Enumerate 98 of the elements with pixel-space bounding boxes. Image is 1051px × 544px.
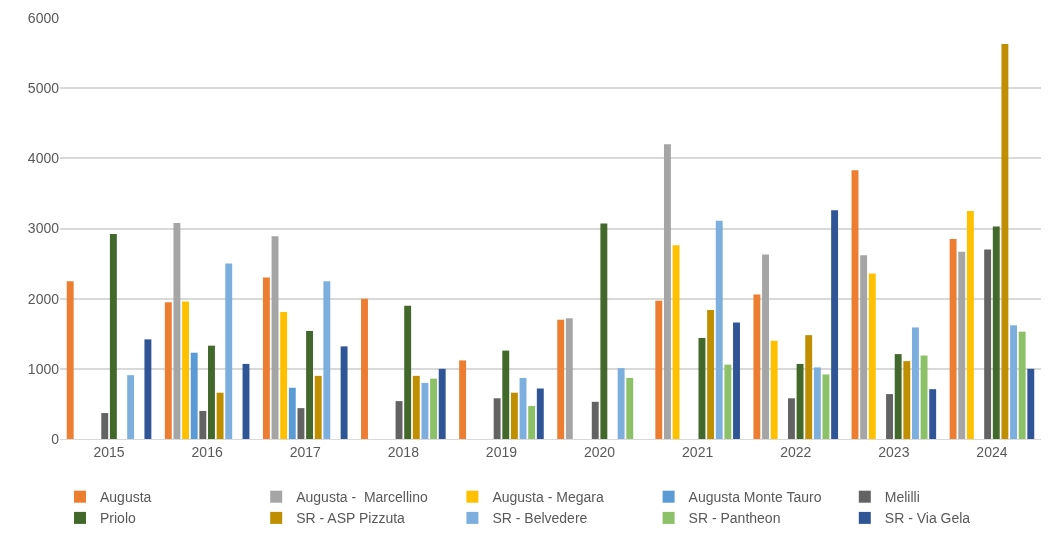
x-tick-label: 2022 — [780, 443, 812, 460]
bar — [288, 387, 296, 439]
bar — [528, 406, 536, 439]
bar — [190, 352, 198, 439]
bar — [510, 392, 518, 439]
legend-label: SR - Belvedere — [492, 510, 588, 527]
bar — [591, 401, 599, 439]
legend-label: Augusta - Marcellino — [296, 489, 428, 506]
bar — [297, 408, 305, 439]
bar — [262, 277, 270, 439]
legend-label: Augusta - Megara — [492, 489, 604, 506]
bar — [796, 363, 804, 439]
bar — [430, 378, 438, 439]
bar — [617, 368, 625, 439]
x-tick-label: 2021 — [682, 443, 714, 460]
bar — [208, 345, 215, 439]
bar — [992, 226, 1000, 439]
bar — [949, 239, 957, 439]
bar — [144, 339, 152, 439]
y-tick-label: 2000 — [27, 290, 60, 307]
bar — [813, 367, 821, 439]
bar — [753, 294, 761, 439]
bar — [911, 327, 919, 439]
x-tick-label: 2017 — [289, 443, 322, 460]
bar — [404, 305, 412, 439]
bar — [421, 382, 429, 439]
bar — [306, 330, 314, 439]
bar — [173, 222, 181, 439]
bar — [164, 302, 172, 439]
bar — [770, 340, 778, 439]
bar — [626, 377, 634, 439]
bar — [536, 388, 544, 439]
legend-label: Augusta Monte Tauro — [688, 489, 822, 506]
legend-label: Priolo — [100, 510, 137, 527]
bar — [805, 335, 813, 439]
legend-label: SR - Pantheon — [688, 510, 781, 527]
bar — [672, 245, 680, 439]
bar — [707, 309, 715, 439]
bar — [929, 389, 937, 439]
bar — [762, 254, 769, 439]
bar — [1001, 43, 1009, 439]
bar — [340, 346, 348, 439]
bar — [199, 410, 207, 439]
bar — [966, 210, 974, 439]
bar — [1018, 331, 1026, 439]
bar — [724, 364, 732, 439]
bar — [860, 255, 868, 439]
bar — [361, 298, 368, 439]
y-tick-label: 6000 — [27, 9, 60, 26]
bar — [66, 281, 74, 439]
x-tick-label: 2015 — [93, 443, 125, 460]
bar — [868, 273, 876, 439]
bar — [715, 220, 723, 439]
y-tick-label: 0 — [51, 430, 60, 447]
bar — [831, 210, 839, 439]
bar — [600, 223, 608, 439]
bar — [412, 375, 420, 439]
legend-label: Augusta — [100, 489, 152, 506]
bar — [323, 281, 331, 439]
bar — [1027, 368, 1035, 439]
legend-label: SR - ASP Pizzuta — [296, 510, 406, 527]
bar — [438, 368, 446, 439]
bar — [280, 312, 288, 439]
legend-label: SR - Via Gela — [884, 510, 971, 527]
bar — [886, 394, 893, 439]
bar — [557, 319, 565, 439]
bar — [920, 355, 928, 439]
x-tick-label: 2018 — [387, 443, 420, 460]
bar — [787, 398, 795, 439]
bar — [565, 318, 573, 439]
bar — [502, 350, 510, 439]
bar — [127, 375, 135, 439]
x-tick-label: 2023 — [878, 443, 910, 460]
bar — [984, 249, 992, 439]
bar — [655, 300, 663, 439]
legend-label: Melilli — [884, 489, 920, 506]
bar — [903, 361, 911, 439]
bar — [733, 322, 740, 439]
bar — [493, 398, 501, 439]
bar — [109, 234, 117, 439]
y-tick-label: 1000 — [27, 360, 60, 377]
bar — [459, 360, 467, 439]
bar — [958, 251, 966, 439]
bar — [314, 375, 322, 439]
bar — [182, 301, 190, 439]
bar — [225, 263, 233, 439]
x-tick-label: 2019 — [485, 443, 518, 460]
y-tick-label: 5000 — [27, 80, 60, 97]
bar — [894, 354, 902, 439]
bar — [663, 144, 671, 439]
x-tick-label: 2016 — [191, 443, 223, 460]
x-tick-label: 2024 — [976, 443, 1008, 460]
bar — [216, 392, 224, 439]
bar — [1010, 325, 1017, 439]
bar — [101, 413, 109, 439]
y-tick-label: 3000 — [27, 220, 60, 237]
x-tick-label: 2020 — [583, 443, 616, 460]
y-tick-label: 4000 — [27, 150, 60, 167]
